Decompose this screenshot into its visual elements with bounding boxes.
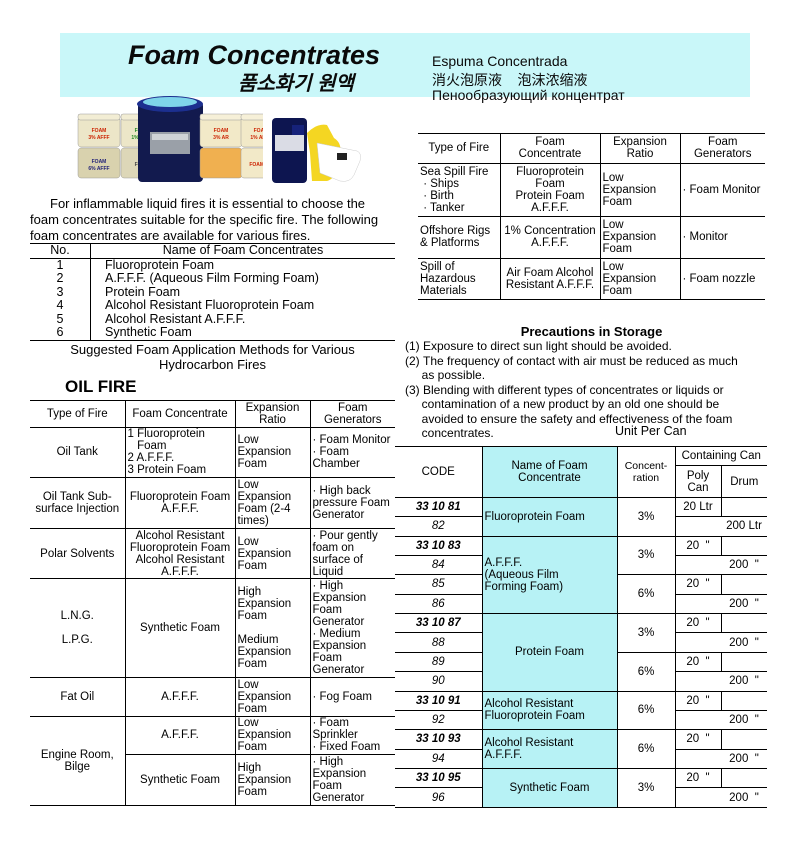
svg-text:FOAM: FOAM — [92, 128, 107, 134]
svg-text:FOAM 2%: FOAM 2% — [249, 162, 263, 168]
svg-text:3% AR: 3% AR — [213, 135, 229, 141]
svg-text:FOAM: FOAM — [214, 128, 229, 134]
svg-text:3% AFFF: 3% AFFF — [88, 135, 109, 141]
svg-text:6% AFFF: 6% AFFF — [88, 166, 109, 172]
svg-text:FOAM: FOAM — [92, 159, 107, 165]
